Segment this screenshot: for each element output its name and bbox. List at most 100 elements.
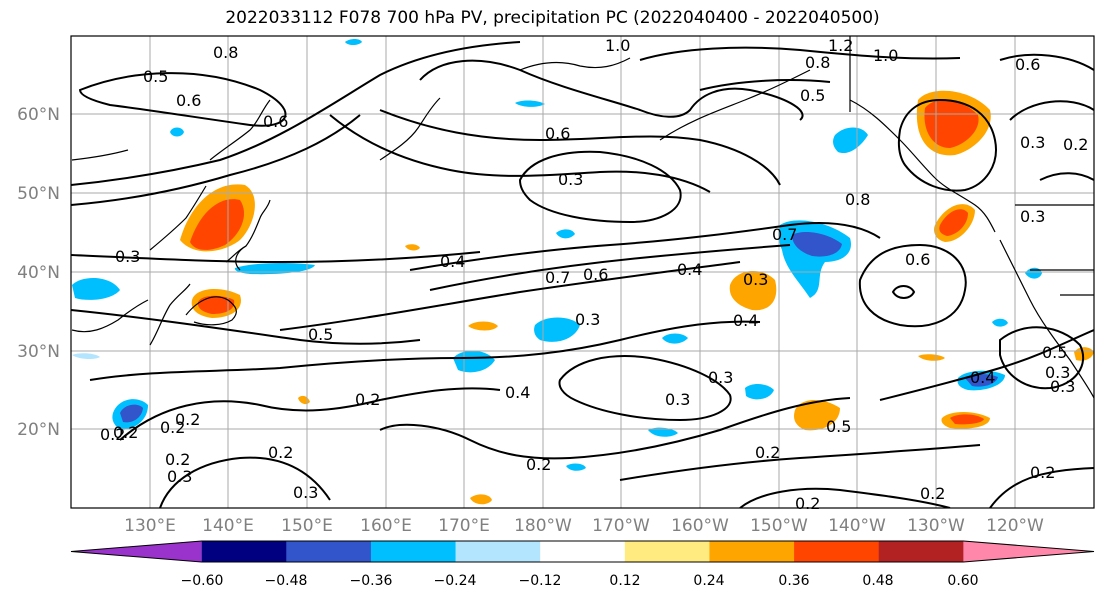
contour-label: 0.8 [805,53,830,72]
lat-label: 60°N [17,105,60,125]
contour-label: 0.3 [1020,133,1045,152]
pv-contours [71,41,1094,508]
lon-label: 170°W [592,516,650,536]
contour-label: 0.2 [1063,135,1088,154]
contour-label: 0.8 [845,190,870,209]
contour-label: 0.2 [920,484,945,503]
lon-label: 180°W [514,516,572,536]
contour-label: 0.6 [583,265,608,284]
contour-label: 0.3 [1045,363,1070,382]
contour-label: 0.3 [1020,207,1045,226]
contour-label: 0.5 [1042,343,1067,362]
colorbar-tick-label: 0.48 [862,573,893,589]
lon-label: 160°W [671,516,729,536]
colorbar-tick-label: 0.24 [693,573,724,589]
lon-label: 130°W [907,516,965,536]
contour-label: 0.2 [160,418,185,437]
contour-label: 0.5 [800,86,825,105]
contour-label: 0.6 [176,91,201,110]
lon-label: 120°W [986,516,1044,536]
lon-label: 130°E [124,516,176,536]
colorbar-ticks: −0.60 −0.48 −0.36 −0.24 −0.12 0.12 0.24 … [181,573,979,589]
coastlines [71,36,1094,399]
contour-label: 0.2 [268,443,293,462]
colorbar-tick-label: −0.12 [519,573,562,589]
lon-label: 150°E [281,516,333,536]
longitude-labels: 130°E 140°E 150°E 160°E 170°E 180°W 170°… [124,516,1044,536]
colorbar-cell [709,541,795,562]
colorbar-tick-label: −0.24 [434,573,477,589]
lon-label: 170°E [438,516,490,536]
contour-label: 0.2 [795,494,820,513]
colorbar-outline [70,540,1095,563]
lon-label: 160°E [360,516,412,536]
colorbar-tick-label: −0.48 [265,573,308,589]
contour-label: 0.3 [708,368,733,387]
contour-label: 0.2 [355,390,380,409]
lon-label: 140°W [828,516,886,536]
contour-label: 1.2 [828,36,853,55]
contour-label: 0.3 [1050,377,1075,396]
contour-label: 1.0 [873,46,898,65]
colorbar-tick-label: −0.36 [350,573,393,589]
graticule [71,36,1094,508]
contour-label: 1.0 [605,36,630,55]
lat-label: 40°N [17,263,60,283]
contour-label: 0.3 [293,483,318,502]
contour-label: 0.2 [1030,463,1055,482]
lat-label: 50°N [17,184,60,204]
contour-label: 0.4 [970,368,995,387]
lon-label: 150°W [750,516,808,536]
contour-label: 0.5 [143,67,168,86]
colorbar: −0.60 −0.48 −0.36 −0.24 −0.12 0.12 0.24 … [70,540,1095,589]
contour-label: 0.7 [772,225,797,244]
contour-label: 0.2 [113,423,138,442]
contour-label: 0.3 [665,390,690,409]
colorbar-cell [455,541,541,562]
colorbar-extend-max [963,541,1094,562]
contour-label: 0.3 [558,170,583,189]
contour-label: 0.6 [545,124,570,143]
lat-label: 30°N [17,342,60,362]
colorbar-cell [624,541,710,562]
lon-label: 140°E [202,516,254,536]
contour-label: 0.4 [505,383,530,402]
contour-label: 0.7 [545,268,570,287]
contour-label: 0.4 [677,260,702,279]
contour-label: 0.3 [743,270,768,289]
contour-label: 0.5 [308,325,333,344]
contour-label: 0.4 [440,252,465,271]
lat-label: 20°N [17,420,60,440]
colorbar-tick-label: 0.36 [778,573,809,589]
colorbar-cell [370,541,457,562]
contour-label: 0.3 [115,247,140,266]
colorbar-tick-label: 0.60 [947,573,978,589]
latitude-labels: 60°N 50°N 40°N 30°N 20°N [17,105,60,440]
colorbar-cell [286,541,372,562]
contour-label: 0.3 [575,310,600,329]
colorbar-cells [70,540,1095,563]
contour-label: 0.5 [826,417,851,436]
colorbar-tick-label: 0.12 [609,573,640,589]
contour-label: 0.6 [1015,55,1040,74]
contour-label: 0.8 [213,43,238,62]
map-frame [70,35,1095,509]
map-title: 2022033112 F078 700 hPa PV, precipitatio… [225,8,880,28]
contour-label: 0.6 [263,112,288,131]
contour-label: 0.2 [175,410,200,429]
colorbar-tick-label: −0.60 [181,573,224,589]
colorbar-cell [794,541,880,562]
contour-label: 0.2 [755,443,780,462]
contour-label: 0.2 [526,455,551,474]
colorbar-cell [201,541,287,562]
colorbar-extend-min [71,541,202,562]
colorbar-cell [878,541,964,562]
colorbar-cell [540,541,626,562]
contour-label-group: 1.0 1.2 1.0 0.8 0.5 0.6 0.5 0.6 0.8 0.6 … [100,36,1088,513]
contour-label: 0.2 [100,425,125,444]
contour-label: 0.2 [165,450,190,469]
contour-label: 0.4 [733,311,758,330]
contour-label: 0.6 [905,250,930,269]
contour-label: 0.3 [167,467,192,486]
